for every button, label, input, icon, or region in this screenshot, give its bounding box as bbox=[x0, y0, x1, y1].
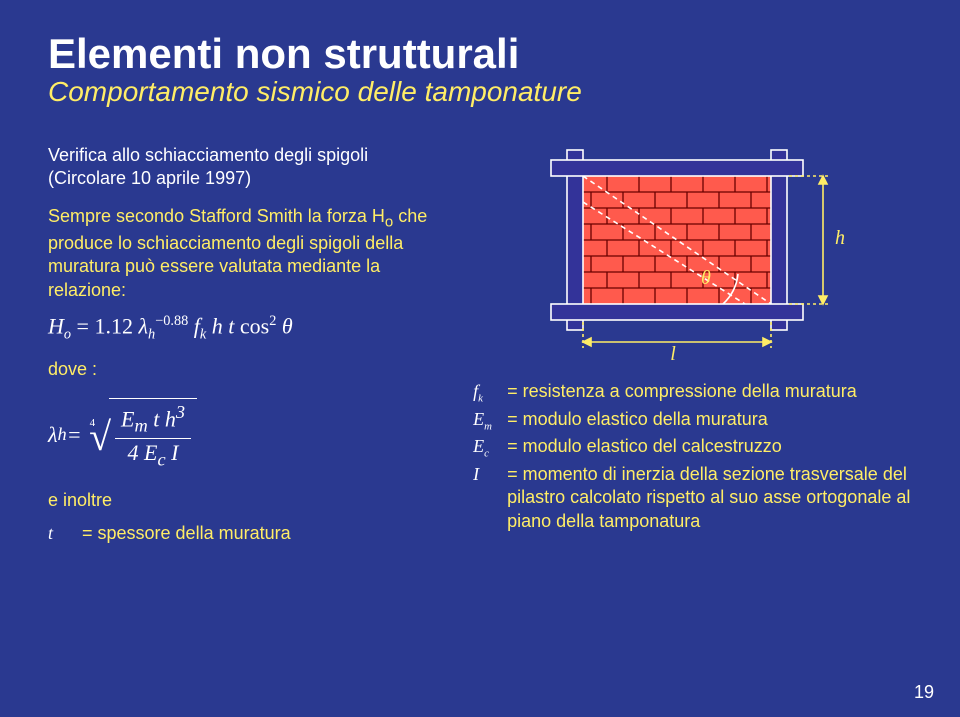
def-i-text: = momento di inerzia della sezione trasv… bbox=[507, 463, 912, 533]
eq-coef: 1.12 bbox=[94, 313, 138, 338]
dim-l bbox=[583, 322, 771, 348]
left-column: Verifica allo schiacciamento degli spigo… bbox=[48, 144, 453, 547]
def-fk-sym: fk bbox=[473, 380, 507, 406]
fraction: Em t h3 4 Ec I bbox=[115, 401, 191, 473]
e-inoltre: e inoltre bbox=[48, 489, 453, 512]
def-ec-text: = modulo elastico del calcestruzzo bbox=[507, 435, 912, 458]
def-t-text: = spessore della muratura bbox=[82, 522, 453, 545]
content: Verifica allo schiacciamento degli spigo… bbox=[48, 144, 912, 547]
right-column: θ l bbox=[473, 144, 912, 547]
def-i-sym: I bbox=[473, 463, 507, 486]
def-fk: fk = resistenza a compressione della mur… bbox=[473, 380, 912, 406]
dim-h bbox=[789, 176, 829, 304]
lam-num1: E bbox=[121, 406, 134, 431]
denominator: 4 Ec I bbox=[115, 439, 191, 472]
intro-paragraph: Sempre secondo Stafford Smith la forza H… bbox=[48, 205, 453, 302]
intro-text: Sempre secondo Stafford Smith la forza H bbox=[48, 206, 385, 226]
verify-line2: (Circolare 10 aprile 1997) bbox=[48, 168, 251, 188]
eq-exp: −0.88 bbox=[155, 313, 188, 329]
slide: Elementi non strutturali Comportamento s… bbox=[0, 0, 960, 565]
lam-den1: 4 E bbox=[128, 440, 158, 465]
equation-ho: Ho = 1.12 λh−0.88 fk h t cos2 θ bbox=[48, 312, 453, 344]
radicand: Em t h3 4 Ec I bbox=[109, 398, 197, 473]
l-label: l bbox=[670, 343, 676, 364]
h-label: h bbox=[835, 227, 845, 249]
verify-line1: Verifica allo schiacciamento degli spigo… bbox=[48, 145, 368, 165]
def-em-text: = modulo elastico della muratura bbox=[507, 408, 912, 431]
eq-cos: cos bbox=[240, 313, 269, 338]
definitions: fk = resistenza a compressione della mur… bbox=[473, 380, 912, 533]
eq-eq: = bbox=[71, 313, 94, 338]
eq-rest: h t bbox=[206, 313, 240, 338]
lam-num2: t h bbox=[148, 406, 176, 431]
lam-lhs: λ bbox=[48, 421, 58, 450]
eq-theta: θ bbox=[276, 313, 292, 338]
def-t-sym: t bbox=[48, 522, 82, 545]
def-em: Em = modulo elastico della muratura bbox=[473, 408, 912, 434]
eq-f: f bbox=[188, 313, 200, 338]
lam-lhs-sub: h bbox=[58, 423, 67, 447]
dove-label: dove : bbox=[48, 358, 453, 381]
eq-lambda-sub: h bbox=[148, 327, 155, 343]
theta-label: θ bbox=[701, 267, 711, 289]
root: 4 √ Em t h3 4 Ec I bbox=[84, 398, 197, 473]
lam-num2-exp: 3 bbox=[176, 402, 185, 422]
page-subtitle: Comportamento sismico delle tamponature bbox=[48, 76, 912, 108]
equation-lambda: λh = 4 √ Em t h3 4 Ec I bbox=[48, 398, 197, 473]
lam-den1-sub: c bbox=[158, 450, 166, 470]
numerator: Em t h3 bbox=[115, 401, 191, 440]
radical-sign: √ bbox=[89, 427, 111, 447]
verify-heading: Verifica allo schiacciamento degli spigo… bbox=[48, 144, 453, 191]
eq-H: H bbox=[48, 313, 64, 338]
page-number: 19 bbox=[914, 682, 934, 703]
def-ec: Ec = modulo elastico del calcestruzzo bbox=[473, 435, 912, 461]
def-t: t = spessore della muratura bbox=[48, 522, 453, 545]
def-i: I = momento di inerzia della sezione tra… bbox=[473, 463, 912, 533]
def-em-sym: Em bbox=[473, 408, 507, 434]
frame-diagram: θ l bbox=[523, 144, 863, 364]
def-fk-text: = resistenza a compressione della muratu… bbox=[507, 380, 912, 403]
page-title: Elementi non strutturali bbox=[48, 32, 912, 76]
lam-eq: = bbox=[67, 421, 82, 450]
def-ec-sym: Ec bbox=[473, 435, 507, 461]
lam-num1-sub: m bbox=[134, 416, 147, 436]
eq-lambda: λ bbox=[138, 313, 148, 338]
diagram-svg: θ l bbox=[523, 144, 863, 364]
lam-den2: I bbox=[166, 440, 179, 465]
intro-sub: o bbox=[385, 213, 393, 230]
eq-H-sub: o bbox=[64, 327, 71, 343]
